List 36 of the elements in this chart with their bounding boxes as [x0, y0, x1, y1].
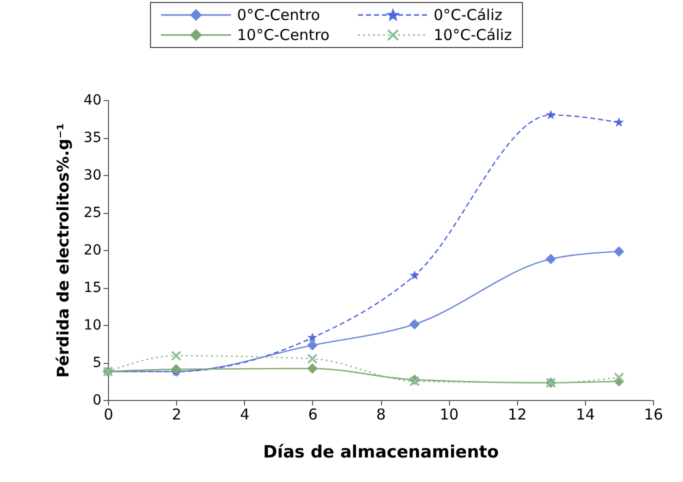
x-axis-title: Días de almacenamiento — [263, 442, 499, 462]
y-tick-label: 10 — [84, 318, 102, 334]
point — [614, 372, 624, 383]
y-tick-label: 40 — [84, 92, 102, 108]
point — [409, 319, 420, 330]
x-tick-label: 2 — [172, 406, 182, 424]
x-tick-label: 4 — [240, 406, 250, 424]
x-tick-label: 14 — [576, 406, 595, 424]
point — [546, 110, 556, 120]
x-tick-label: 0 — [104, 406, 114, 424]
x-tick-label: 6 — [308, 406, 318, 424]
x-tick-label: 8 — [376, 406, 386, 424]
point — [307, 363, 318, 374]
y-tick-label: 5 — [92, 355, 102, 371]
legend-label: 10°C-Centro — [237, 26, 330, 44]
y-axis-title: Pérdida de electrolitos%.g⁻¹ — [54, 123, 73, 378]
point — [614, 246, 624, 257]
y-tick-label: 25 — [84, 205, 102, 221]
point — [170, 350, 182, 361]
y-tick-label: 0 — [92, 392, 102, 408]
x-tick-label: 16 — [644, 406, 664, 424]
y-tick-label: 35 — [84, 130, 102, 146]
point — [546, 254, 556, 264]
point — [410, 270, 420, 280]
x-tick-label: 10 — [440, 406, 459, 424]
point — [307, 340, 318, 350]
y-tick-label: 30 — [84, 168, 102, 184]
legend-label: 10°C-Cáliz — [434, 26, 512, 44]
x-tick-label: 12 — [508, 406, 527, 424]
point — [307, 354, 318, 364]
point — [614, 117, 624, 127]
y-tick-label: 20 — [84, 242, 102, 258]
legend-label: 0°C-Cáliz — [434, 6, 502, 24]
point — [307, 332, 318, 342]
legend-label: 0°C-Centro — [237, 6, 320, 24]
y-tick-label: 15 — [84, 280, 102, 296]
